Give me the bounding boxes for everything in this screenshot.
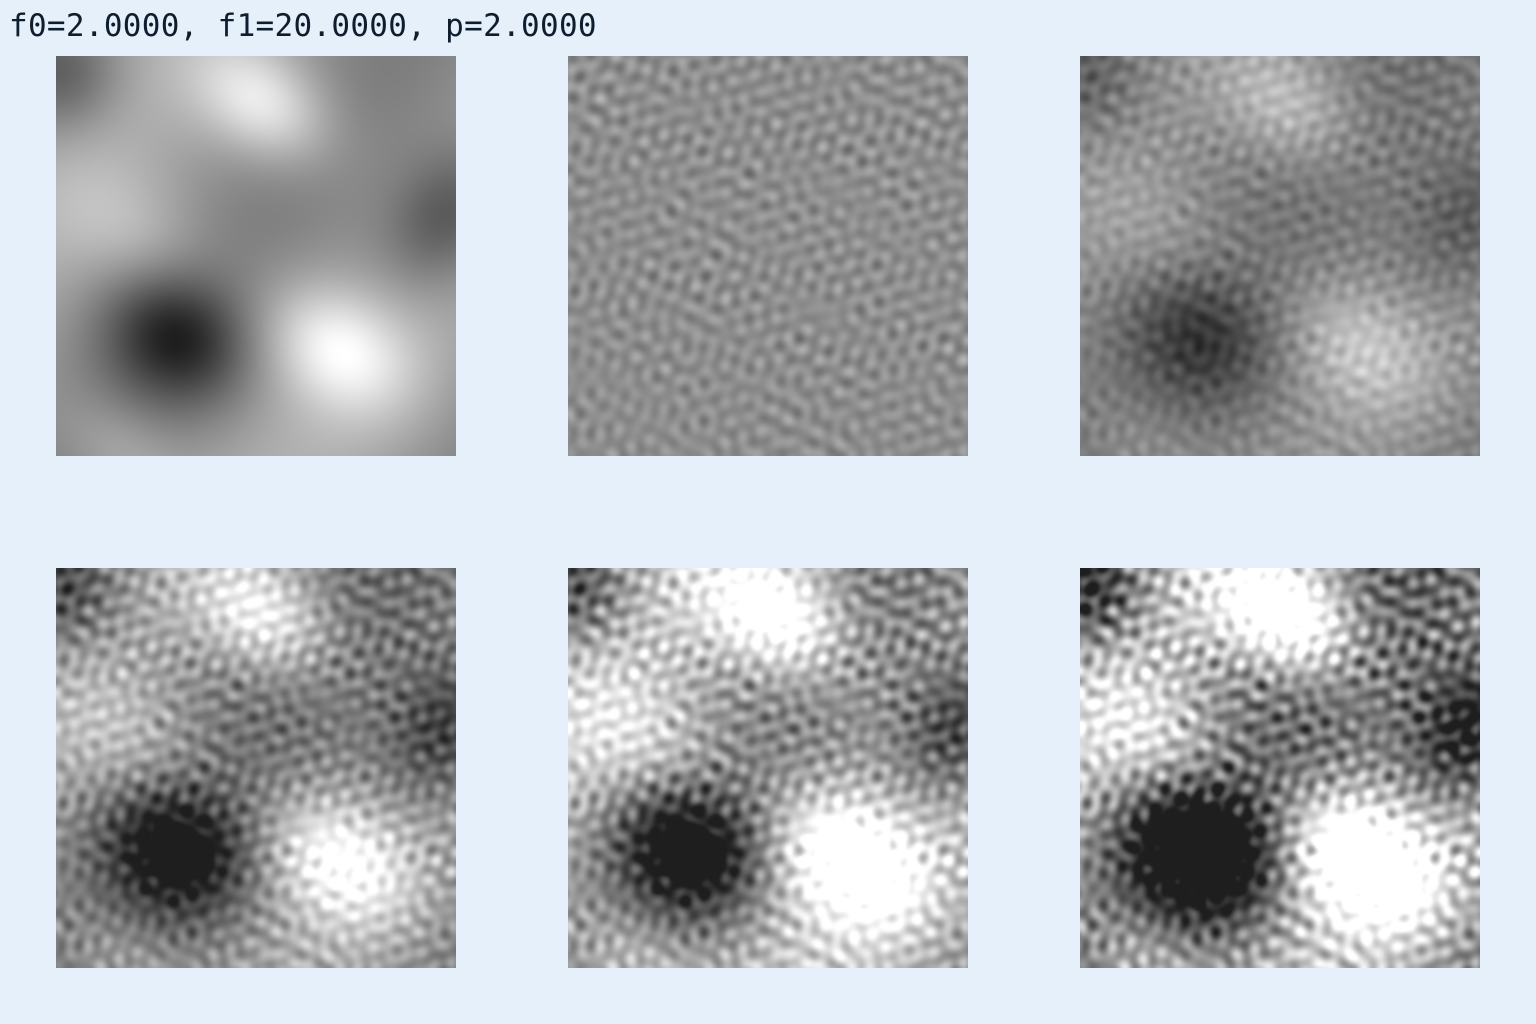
noise-panel-combined xyxy=(1080,56,1480,456)
noise-panel-contrast-mid xyxy=(568,568,968,968)
params-label: f0=2.0000, f1=20.0000, p=2.0000 xyxy=(9,6,597,46)
noise-panel-low-frequency xyxy=(56,56,456,456)
noise-panel-high-frequency xyxy=(568,56,968,456)
noise-panel-contrast-low xyxy=(56,568,456,968)
noise-panel-contrast-high xyxy=(1080,568,1480,968)
